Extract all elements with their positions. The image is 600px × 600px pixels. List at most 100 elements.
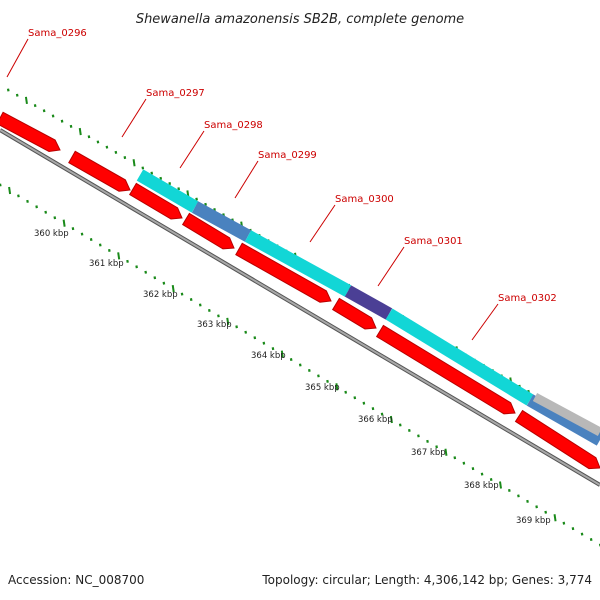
minor-tick	[308, 368, 311, 372]
minor-tick	[80, 232, 84, 236]
minor-tick	[398, 423, 402, 427]
minor-tick	[326, 379, 329, 383]
leader-line	[234, 160, 259, 199]
major-tick	[389, 415, 393, 424]
inner-tick-marks	[0, 183, 600, 547]
cyan-segment	[136, 169, 199, 213]
minor-tick	[317, 374, 320, 378]
minor-tick	[177, 187, 181, 191]
minor-tick	[168, 182, 172, 186]
major-tick	[62, 219, 66, 227]
minor-tick	[435, 445, 438, 449]
minor-tick	[462, 461, 466, 465]
map-title: Shewanella amazonensis SB2B, complete ge…	[136, 12, 464, 27]
major-tick	[117, 252, 121, 260]
minor-tick	[580, 532, 584, 536]
minor-tick	[544, 510, 548, 514]
gene-label-sama-0298: Sama_0298	[204, 120, 263, 131]
blue-segment	[191, 201, 252, 242]
major-tick	[444, 448, 448, 456]
leader-line	[179, 130, 205, 169]
minor-tick	[253, 336, 257, 340]
minor-tick	[96, 140, 100, 144]
major-tick	[78, 127, 82, 136]
cds-arrow	[331, 297, 377, 330]
cyan-segment	[385, 308, 534, 406]
blue-segment	[526, 394, 600, 446]
kbp-labels: 360 kbp 361 kbp 362 kbp 363 kbp 364 kbp 365 k…	[34, 229, 551, 526]
major-tick	[499, 481, 502, 489]
minor-tick	[535, 505, 538, 509]
minor-tick	[417, 434, 420, 438]
minor-tick	[262, 341, 266, 345]
minor-tick	[60, 119, 64, 123]
gene-label-sama-0299: Sama_0299	[258, 150, 317, 161]
minor-tick	[153, 276, 157, 280]
major-tick	[335, 383, 339, 391]
kbp-label: 363 kbp	[197, 320, 232, 330]
minor-tick	[489, 478, 493, 482]
cds-arrow	[375, 324, 516, 415]
minor-tick	[42, 109, 46, 113]
kbp-label: 365 kbp	[305, 383, 340, 393]
leader-line	[309, 204, 336, 243]
minor-tick	[526, 499, 529, 503]
minor-tick	[141, 166, 145, 170]
kbp-label: 364 kbp	[251, 351, 286, 361]
cds-arrows	[0, 111, 600, 470]
gene-labels: Sama_0296 Sama_0297 Sama_0298 Sama_0299 Sama…	[6, 28, 557, 341]
major-tick	[8, 186, 12, 195]
cyan-segment	[244, 230, 352, 297]
minor-tick	[26, 199, 29, 203]
kbp-label: 366 kbp	[358, 415, 393, 425]
minor-tick	[69, 124, 73, 128]
gene-label-sama-0302: Sama_0302	[498, 293, 557, 304]
minor-tick	[105, 145, 109, 149]
cds-arrow	[0, 111, 61, 153]
minor-tick	[508, 488, 511, 492]
minor-tick	[271, 347, 275, 351]
minor-tick	[71, 227, 75, 231]
minor-tick	[98, 243, 102, 247]
accession-text: Accession: NC_008700	[8, 573, 145, 587]
genome-summary-text: Topology: circular; Length: 4,306,142 bp…	[262, 573, 592, 587]
gene-label-sama-0297: Sama_0297	[146, 88, 205, 99]
minor-tick	[6, 88, 10, 92]
minor-tick	[198, 303, 202, 307]
purple-segment	[344, 285, 393, 320]
feature-band	[136, 169, 600, 446]
minor-tick	[150, 171, 154, 175]
cds-arrow	[181, 212, 235, 250]
kbp-label: 369 kbp	[516, 516, 551, 526]
minor-tick	[344, 390, 348, 394]
kbp-label: 360 kbp	[34, 229, 69, 239]
kbp-label: 367 kbp	[411, 448, 446, 458]
minor-tick	[108, 248, 111, 252]
minor-tick	[517, 494, 520, 498]
kbp-label: 361 kbp	[89, 259, 124, 269]
minor-tick	[44, 210, 48, 214]
minor-tick	[162, 281, 166, 285]
minor-tick	[589, 538, 593, 542]
major-tick	[226, 317, 230, 326]
cds-arrow	[235, 242, 332, 303]
leader-line	[377, 246, 405, 287]
minor-tick	[426, 439, 429, 443]
genome-backbone	[0, 128, 600, 487]
minor-tick	[298, 363, 302, 367]
cds-arrow	[514, 409, 600, 470]
gene-label-sama-0296: Sama_0296	[28, 28, 87, 39]
minor-tick	[380, 412, 384, 416]
minor-tick	[189, 298, 193, 302]
minor-tick	[35, 205, 38, 209]
minor-tick	[195, 197, 198, 201]
kbp-label: 362 kbp	[143, 290, 178, 300]
minor-tick	[53, 216, 57, 220]
minor-tick	[126, 259, 129, 263]
minor-tick	[471, 467, 475, 471]
major-tick	[553, 514, 557, 522]
minor-tick	[180, 292, 184, 296]
leader-line	[6, 38, 29, 78]
major-tick	[132, 159, 136, 167]
major-tick	[280, 350, 284, 358]
